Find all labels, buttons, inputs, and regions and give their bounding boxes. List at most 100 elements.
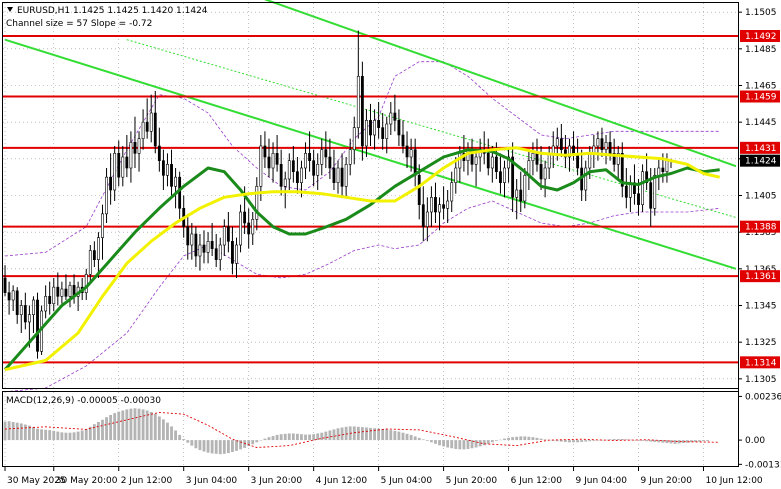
candle-body [52,286,56,304]
macd-bar [624,439,628,441]
macd-grid [4,392,704,466]
macd-bar [11,421,15,441]
candle-body [377,120,381,128]
candle [283,171,287,209]
candle [645,153,649,190]
candle [425,197,429,242]
collapse-triangle-icon[interactable] [7,7,13,12]
macd-bar [145,410,149,441]
candle-body [97,237,100,260]
candle-body [23,305,27,323]
level-label-text: 1.1361 [745,272,777,282]
candle-body [295,171,299,183]
macd-bar [304,434,307,441]
candle-body [92,250,96,260]
candle [352,116,356,165]
candle [190,223,194,260]
candle [247,208,251,249]
candle [56,272,60,306]
candle [194,226,198,267]
candle-body [255,186,259,220]
candle-body [308,153,312,161]
candle [429,186,433,227]
current-price-label: 1.1424 [745,157,777,167]
candle-body [174,176,177,187]
candle-body [608,142,612,154]
time-tick-label: 30 May 20:00 [56,476,118,486]
candle-body [535,153,539,165]
candle [373,109,376,150]
macd-bar [377,428,381,441]
macd-bar [300,434,303,441]
candle [308,131,312,172]
macd-bar [486,440,490,444]
macd-bar [182,438,186,441]
macd-bar [698,440,701,442]
macd-bar [198,440,202,451]
price-panel[interactable] [2,0,739,393]
macd-bar [531,437,535,441]
macd-bar [438,440,441,446]
candle [393,94,397,132]
price-axis[interactable]: 1.15051.14851.14651.14451.14251.14051.13… [738,2,780,466]
macd-bar [129,408,133,441]
candle-body [519,189,523,202]
candle-body [125,156,129,169]
candle [174,168,177,209]
candle-body [429,197,433,213]
macd-bar [113,413,117,441]
chart-header: EURUSD,H1 1.1425 1.1425 1.1420 1.1424 Ch… [6,6,208,29]
candle-body [137,138,141,154]
candle-body [283,178,287,187]
candle-body [64,288,68,297]
time-tick-label: 2 Jun 12:00 [121,476,173,486]
candle [60,281,64,304]
price-tick-label: 1.1325 [745,338,777,348]
candle [117,140,121,187]
candle [340,153,344,198]
macd-bar [470,440,474,449]
candle-body [381,127,385,139]
level-label-box [740,270,780,283]
macd-bar [312,434,316,441]
moving-average-line [4,146,721,372]
macd-panel[interactable]: 0.00236 0.00 -0.00131 MACD(12,26,9) -0.000… [2,391,781,471]
macd-bar [324,431,328,441]
macd-bar [580,440,584,442]
macd-bar [462,440,466,450]
macd-bar [352,426,356,441]
macd-bar [308,434,312,441]
candle-body [153,112,157,147]
candle [23,292,27,330]
candle [438,197,441,231]
candle-body [324,149,328,158]
candle [101,204,104,260]
candle-body [494,156,498,172]
candle-body [450,182,454,202]
candle [19,300,23,333]
candle [105,168,108,223]
candle [523,168,527,209]
macd-bar [685,440,689,443]
candle [604,135,608,165]
candle-body [604,142,608,150]
macd-bar [633,440,636,441]
candle-body [499,171,502,183]
candle-body [360,76,364,147]
candle [596,131,600,161]
macd-bar [568,440,571,443]
candle-body [588,153,592,169]
candle-body [60,288,64,297]
macd-bar [458,440,462,450]
candle [202,230,206,264]
candle-body [235,244,238,264]
candle-body [393,112,397,121]
candle-body [657,167,661,176]
candle-body [434,197,437,213]
candle-body [332,167,336,183]
macd-bar [551,440,555,441]
macd-bar [64,432,68,441]
candle-body [300,167,303,183]
macd-bar [68,432,72,441]
